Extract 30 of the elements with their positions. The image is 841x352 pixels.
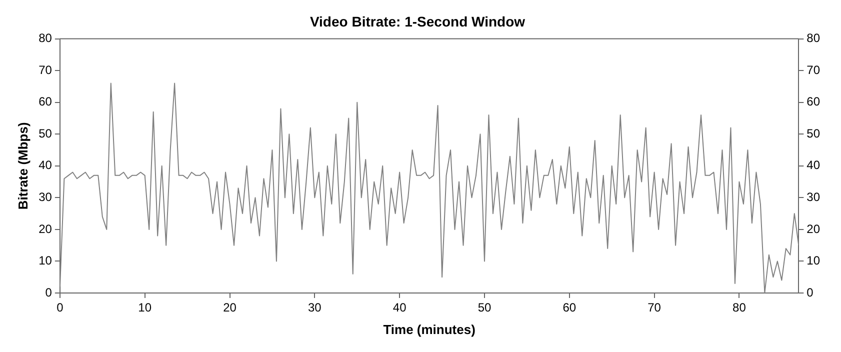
x-axis-title: Time (minutes) — [383, 322, 476, 337]
chart-title: Video Bitrate: 1-Second Window — [310, 13, 526, 30]
y-tick-label: 20 — [38, 222, 52, 236]
y-tick-label: 80 — [38, 31, 52, 46]
y-tick-label: 0 — [45, 285, 52, 300]
y2-tick-label: 70 — [806, 62, 820, 77]
y-tick-label: 10 — [38, 254, 52, 268]
x-tick-label: 70 — [648, 300, 662, 315]
y-tick-label: 60 — [38, 94, 52, 109]
x-tick-label: 50 — [478, 300, 492, 315]
y2-tick-label: 40 — [806, 158, 820, 172]
y2-tick-label: 50 — [806, 126, 820, 140]
y2-tick-label: 80 — [806, 31, 820, 46]
y2-tick-label: 10 — [806, 254, 820, 268]
y2-tick-label: 0 — [806, 285, 814, 300]
y-tick-label: 40 — [38, 158, 52, 172]
y-tick-label: 70 — [38, 62, 52, 77]
y2-tick-label: 20 — [806, 222, 820, 236]
x-tick-label: 80 — [732, 300, 746, 315]
y2-tick-label: 60 — [806, 94, 820, 109]
x-tick-label: 60 — [562, 300, 576, 315]
y-axis-title: Bitrate (Mbps) — [15, 122, 30, 210]
y-tick-label: 30 — [38, 190, 52, 204]
y-tick-label: 50 — [38, 126, 52, 140]
y2-tick-label: 30 — [806, 190, 820, 204]
x-tick-label: 20 — [223, 300, 237, 315]
x-tick-label: 0 — [56, 300, 64, 315]
x-tick-label: 40 — [392, 300, 407, 315]
x-tick-label: 10 — [138, 300, 152, 315]
x-tick-label: 30 — [308, 300, 322, 315]
